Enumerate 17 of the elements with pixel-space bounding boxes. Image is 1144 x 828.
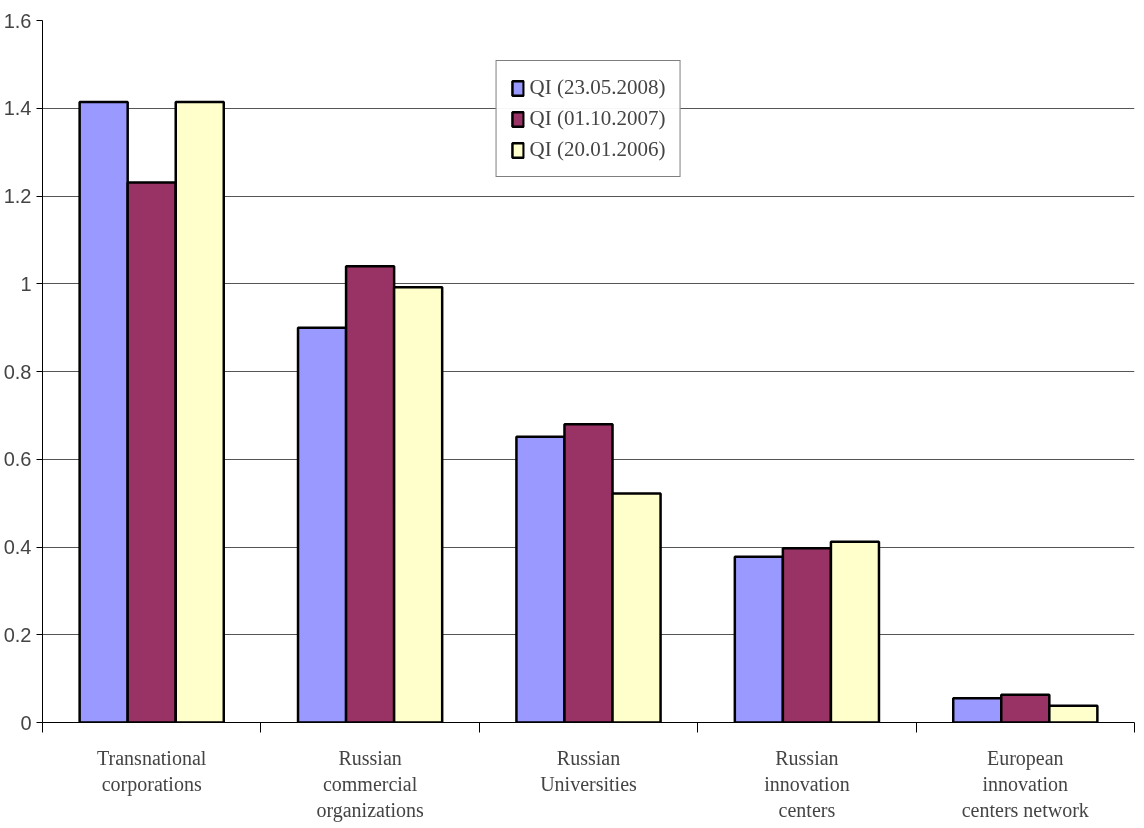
y-tick-label: 0.2 [3,623,32,646]
x-tick-label: Russian Universities [540,746,638,795]
legend-label: QI (01.10.2007) [529,106,666,131]
y-tick-label: 1.2 [3,185,32,207]
x-tick-label: Russian innovation centers [764,746,850,822]
y-tick-label: 0.8 [3,360,32,383]
y-tick-label: 1 [20,272,32,295]
y-tick-label: 1.6 [3,9,32,32]
x-tick-label: European innovation centers network [961,746,1089,822]
legend-label: QI (23.05.2008) [529,75,666,100]
x-tick-label: Russian commercial organizations [316,746,425,823]
legend-label: QI (20.01.2006) [529,137,666,162]
y-tick-label: 0.4 [3,536,32,558]
y-tick-label: 0.6 [3,448,32,471]
y-tick-label: 0 [20,711,32,734]
y-tick-label: 1.4 [3,97,32,120]
x-tick-label: Transnational corporations [97,746,207,796]
